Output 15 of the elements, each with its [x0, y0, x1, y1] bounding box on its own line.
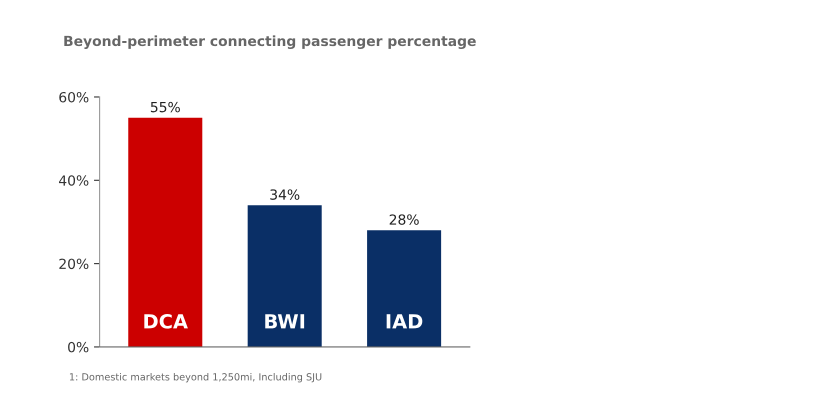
data-label: 28%: [390, 214, 419, 225]
text: 1: Domestic markets beyond 1,250mi, Including SJU: [70, 372, 322, 382]
data-label: 55%: [150, 102, 180, 112]
y-tick-label: 20%: [59, 258, 88, 270]
y-tick-label: 0%: [68, 342, 88, 352]
x-tick-label: IAD: [386, 314, 422, 328]
chart-title: Beyond-perimeter connecting passenger percentage: [64, 35, 476, 49]
x-tick-label: BWI: [265, 314, 304, 328]
x-tick-label: DCA: [144, 314, 188, 329]
bar: [128, 118, 202, 347]
y-tick-label: 60%: [59, 92, 88, 102]
y-tick-label: 40%: [58, 175, 88, 186]
data-label: 34%: [270, 189, 300, 200]
bar: [248, 205, 322, 347]
bar: [367, 230, 442, 347]
